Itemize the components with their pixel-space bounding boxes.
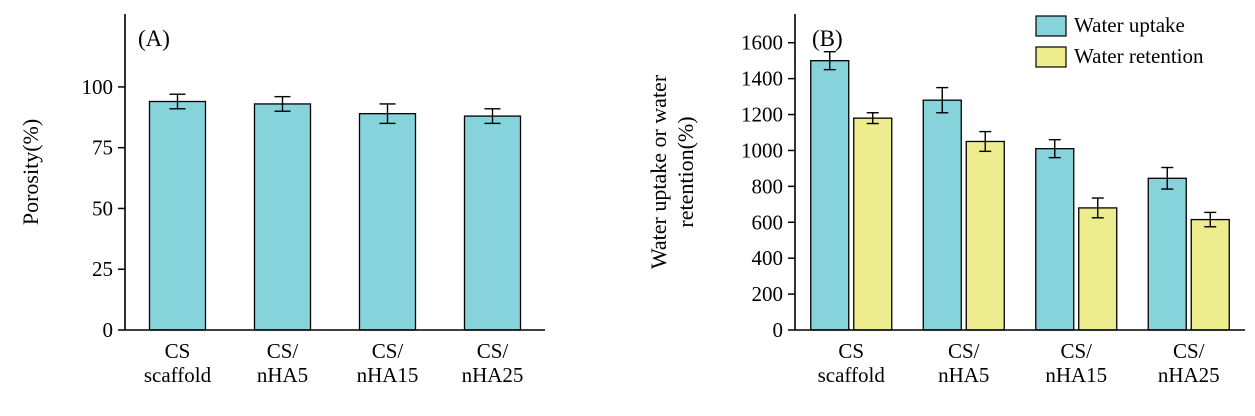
panel-label: (A)	[138, 26, 170, 51]
y-axis-tick-label: 400	[752, 246, 784, 270]
bar-porosity-cs-nha15	[358, 113, 417, 331]
porosity-bar-chart: 0255075100CSscaffoldCS/nHA5CS/nHA15CS/nH…	[18, 14, 545, 387]
x-axis-category-label: nHA15	[357, 363, 419, 387]
bar-porosity-csscaffold	[148, 100, 207, 331]
y-axis-tick-label: 25	[92, 257, 113, 281]
bar-water-retention-cs-nha25	[1190, 218, 1230, 331]
y-axis-title: retention(%)	[673, 116, 698, 227]
x-axis-category-label: CS/	[948, 339, 980, 363]
y-axis-title: Porosity(%)	[18, 119, 43, 225]
x-axis-category-label: nHA25	[462, 363, 524, 387]
x-axis-category-label: CS/	[1173, 339, 1205, 363]
legend-label: Water uptake	[1074, 13, 1185, 37]
bar-water-retention-cs-nha5	[965, 140, 1005, 331]
axes	[124, 14, 545, 331]
y-axis-tick-label: 1200	[741, 103, 783, 127]
legend-swatch-water-retention	[1035, 46, 1067, 68]
y-axis-tick-label: 1600	[741, 31, 783, 55]
x-axis-category-label: nHA25	[1158, 363, 1220, 387]
y-axis-tick-label: 800	[752, 174, 784, 198]
x-axis-category-label: CS/	[477, 339, 509, 363]
bar-water-uptake-csscaffold	[810, 60, 850, 331]
legend-swatch-water-uptake	[1035, 15, 1067, 37]
y-axis-tick-label: 600	[752, 210, 784, 234]
x-axis-category-label: CS/	[267, 339, 299, 363]
y-axis-tick-label: 50	[92, 196, 113, 220]
x-axis-category-label: scaffold	[818, 363, 886, 387]
legend-label: Water retention	[1074, 44, 1204, 68]
panel-label: (B)	[812, 26, 843, 51]
y-axis-title: Water uptake or water	[646, 74, 671, 269]
x-axis-category-label: nHA15	[1045, 363, 1107, 387]
x-axis-category-label: nHA5	[257, 363, 308, 387]
axes	[794, 14, 1245, 331]
bar-water-uptake-cs-nha5	[922, 99, 962, 331]
y-axis-tick-label: 0	[773, 318, 784, 342]
x-axis-category-label: CS	[838, 339, 864, 363]
y-axis-tick-label: 0	[103, 318, 114, 342]
y-axis-tick-label: 1400	[741, 67, 783, 91]
x-axis-category-label: CS	[165, 339, 191, 363]
x-axis-category-label: scaffold	[144, 363, 212, 387]
bar-porosity-cs-nha5	[253, 103, 312, 331]
bar-water-uptake-cs-nha15	[1035, 148, 1075, 331]
bar-porosity-cs-nha25	[463, 115, 522, 331]
bar-water-retention-cs-nha15	[1078, 207, 1118, 331]
y-axis-tick-label: 200	[752, 282, 784, 306]
bar-water-uptake-cs-nha25	[1147, 177, 1187, 331]
x-axis-category-label: nHA5	[938, 363, 989, 387]
y-axis-tick-label: 100	[82, 75, 114, 99]
x-axis-category-label: CS/	[1060, 339, 1092, 363]
x-axis-category-label: CS/	[372, 339, 404, 363]
bar-water-retention-csscaffold	[853, 117, 893, 331]
y-axis-tick-label: 1000	[741, 138, 783, 162]
y-axis-tick-label: 75	[92, 136, 113, 160]
